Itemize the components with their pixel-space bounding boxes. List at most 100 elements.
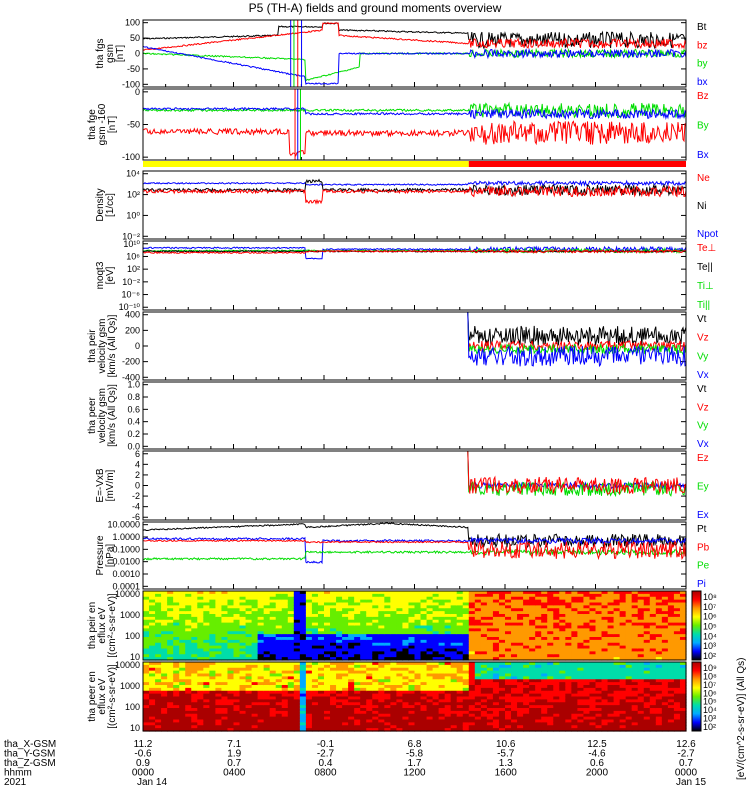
date-start-label: Jan 14: [137, 777, 167, 788]
legend-bz: bz: [697, 40, 708, 51]
colorbar-tick-label: 10³: [703, 641, 716, 651]
legend-Ez: Ez: [697, 453, 709, 464]
legend-Vy: Vy: [697, 351, 708, 362]
y-tick-label: 10⁰: [126, 210, 140, 220]
colorbar-tick-label: 10⁶: [703, 612, 717, 622]
overview-chart: 100500-50-100tha fgsgsm[nT]Btbzbybx0-50-…: [0, 0, 750, 800]
panel-7: [143, 454, 686, 520]
y-axis-label: tha fgsgsm[nT]: [95, 38, 126, 68]
y-tick-label: 1.0: [127, 380, 140, 390]
panel-6: [143, 385, 686, 449]
y-tick-label: 10000: [115, 589, 140, 599]
y-tick-label: 10²: [127, 190, 140, 200]
y-axis-label: tha fgegsm -160[nT]: [87, 103, 118, 145]
panel-frame: [143, 382, 686, 449]
y-tick-label: 100: [125, 702, 140, 712]
legend-Vt: Vt: [697, 384, 707, 395]
panel-frame: [143, 522, 686, 589]
colorbar-tick-label: 10⁵: [703, 622, 717, 632]
y-tick-label: 200: [125, 325, 140, 335]
legend-Vx: Vx: [697, 439, 709, 450]
y-tick-label: 2: [135, 470, 140, 480]
xaxis-value: 0800: [314, 768, 337, 779]
y-tick-label: 50: [130, 33, 140, 43]
legend-Ex: Ex: [697, 510, 709, 521]
y-tick-label: 0: [135, 341, 140, 351]
trace-bx: [143, 46, 686, 84]
y-axis-label: Density[1/cc]: [95, 188, 116, 221]
legend-Ti||: Ti||: [697, 300, 710, 311]
y-tick-label: 1.0000: [112, 532, 140, 542]
y-tick-label: 10¹⁰: [123, 239, 140, 249]
colorbar-label: [eV/(cm^2-s-sr-eV)] (All Qs): [736, 658, 747, 780]
legend-Ti⊥: Ti⊥: [697, 281, 714, 292]
y-axis-label: tha peer eneflux eV[(cm²-s-sr-eV)]: [87, 664, 118, 729]
colorbar-tick-label: 10²: [703, 651, 716, 661]
y-tick-label: -4: [132, 502, 140, 512]
legend-Ne: Ne: [697, 173, 710, 184]
electron-spectrogram: [143, 662, 687, 732]
colorbar-tick-label: 10²: [703, 722, 716, 732]
legend-Pb: Pb: [697, 542, 710, 553]
trace-Ey: [143, 451, 686, 496]
legend-bx: bx: [697, 77, 708, 88]
trace-Ez: [143, 451, 686, 494]
xaxis-value: 1200: [403, 768, 426, 779]
xaxis-value: 0400: [223, 768, 246, 779]
colorbar: [692, 662, 701, 731]
trace-Bx: [143, 108, 686, 119]
y-tick-label: 0: [135, 49, 140, 59]
legend-Npot: Npot: [697, 229, 718, 240]
y-tick-label: 6: [135, 449, 140, 459]
panel-8: [143, 525, 686, 589]
y-tick-label: 10⁻⁶: [122, 290, 141, 300]
trace-Vx: [143, 312, 686, 366]
y-tick-label: 0.4: [127, 417, 140, 427]
y-tick-label: 0.2: [127, 429, 140, 439]
y-tick-label: 0: [135, 481, 140, 491]
y-tick-label: 1000: [120, 610, 140, 620]
y-tick-label: 0.6: [127, 404, 140, 414]
legend-Bt: Bt: [697, 22, 707, 33]
legend-Ey: Ey: [697, 482, 709, 493]
y-tick-label: -50: [127, 120, 140, 130]
legend-Pi: Pi: [697, 579, 706, 590]
y-tick-label: 10⁻²: [122, 277, 140, 287]
colorbar: [692, 591, 701, 660]
legend-By: By: [697, 121, 709, 132]
y-tick-label: 0.0100: [112, 557, 140, 567]
y-tick-label: 0: [135, 87, 140, 97]
y-tick-label: 0.8: [127, 392, 140, 402]
date-end-label: Jan 15: [676, 777, 706, 788]
trace-Npot: [143, 181, 686, 185]
y-tick-label: 10⁴: [126, 169, 140, 179]
trace-Pe: [143, 550, 686, 560]
legend-Pe: Pe: [697, 561, 710, 572]
trace-Pb: [143, 540, 686, 559]
y-axis-label: tha peir eneflux eV[(cm²-s-sr-eV)]: [87, 593, 118, 658]
trace-Vt: [143, 312, 686, 346]
y-tick-label: 10²: [127, 264, 140, 274]
colorbar-tick-label: 10⁴: [703, 631, 717, 641]
y-axis-label: tha peirvelocity gsm[km/s (All Qs)]: [87, 314, 118, 377]
ion-spectrogram: [143, 591, 687, 661]
legend-Vx: Vx: [697, 370, 709, 381]
legend-Te||: Te||: [697, 262, 713, 273]
y-tick-label: 10: [130, 723, 140, 733]
y-tick-label: 400: [125, 310, 140, 320]
legend-Vz: Vz: [697, 402, 709, 413]
legend-Pt: Pt: [697, 524, 707, 535]
legend-Vz: Vz: [697, 333, 709, 344]
panel-frame: [143, 171, 686, 239]
panel-frame: [143, 89, 686, 160]
y-axis-label: E=-VxB[mV/m]: [95, 468, 116, 503]
legend-Vy: Vy: [697, 421, 708, 432]
legend-Te⊥: Te⊥: [697, 243, 716, 254]
trace-Vz: [143, 312, 686, 351]
trace-Bz: [143, 121, 686, 155]
y-tick-label: 10⁶: [126, 251, 140, 261]
y-tick-label: 10000: [115, 660, 140, 670]
y-tick-label: -100: [122, 152, 140, 162]
legend-Vt: Vt: [697, 314, 707, 325]
y-tick-label: 0.0010: [112, 569, 140, 579]
